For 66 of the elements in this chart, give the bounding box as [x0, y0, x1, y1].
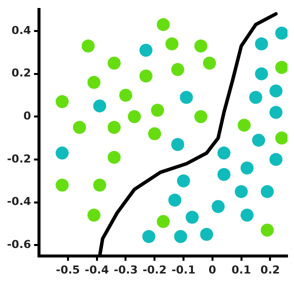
point [269, 152, 282, 166]
y-tick-label: -0.2 [6, 152, 32, 166]
point [177, 174, 190, 188]
point [186, 210, 199, 224]
point [180, 90, 193, 104]
y-tick-label: -0.4 [6, 195, 32, 208]
point [269, 84, 282, 98]
point [56, 178, 69, 192]
y-tick-label: 0.2 [12, 66, 32, 80]
point [151, 104, 164, 117]
point [156, 18, 170, 32]
point [174, 230, 188, 244]
point [82, 39, 95, 52]
point [56, 146, 69, 160]
point [156, 215, 170, 228]
point [200, 228, 214, 241]
point [234, 185, 248, 198]
point [93, 178, 106, 192]
point [194, 110, 208, 124]
point [217, 146, 230, 160]
point [238, 118, 251, 132]
point [56, 95, 69, 108]
point [240, 162, 254, 175]
point [203, 56, 216, 70]
point [260, 185, 274, 198]
x-tick-label: 0 [208, 263, 217, 276]
x-tick-label: 0.2 [260, 263, 280, 276]
point [108, 56, 121, 70]
x-tick-label: -0.4 [84, 263, 110, 276]
point [108, 120, 121, 134]
point [171, 138, 184, 151]
point [165, 37, 178, 50]
x-tick-label: 0.1 [232, 263, 252, 276]
x-tick-label: -0.3 [114, 263, 138, 276]
x-tick-label: -0.2 [142, 263, 167, 276]
point [275, 132, 288, 145]
point [171, 63, 184, 76]
point [128, 110, 141, 124]
point [252, 134, 266, 147]
y-tick-label: -0.6 [6, 238, 32, 251]
point [275, 60, 288, 74]
point [87, 76, 100, 89]
point [255, 37, 268, 50]
x-tick-label: -0.1 [171, 263, 196, 276]
point [148, 127, 162, 140]
point [249, 90, 262, 104]
point [108, 150, 121, 164]
point [72, 120, 86, 134]
point [255, 67, 268, 80]
point [139, 44, 152, 57]
point [93, 99, 106, 112]
point [260, 224, 274, 237]
point [275, 26, 288, 40]
point [139, 69, 152, 82]
point [119, 88, 132, 102]
y-tick-label: 0.4 [12, 24, 32, 37]
x-tick-label: -0.5 [56, 263, 80, 276]
point [212, 200, 225, 214]
point [142, 230, 156, 244]
point [194, 39, 208, 52]
y-tick-label: 0 [23, 110, 32, 123]
point [240, 208, 254, 222]
point [269, 106, 282, 119]
point [168, 194, 182, 207]
point [217, 168, 230, 181]
point [87, 208, 100, 222]
